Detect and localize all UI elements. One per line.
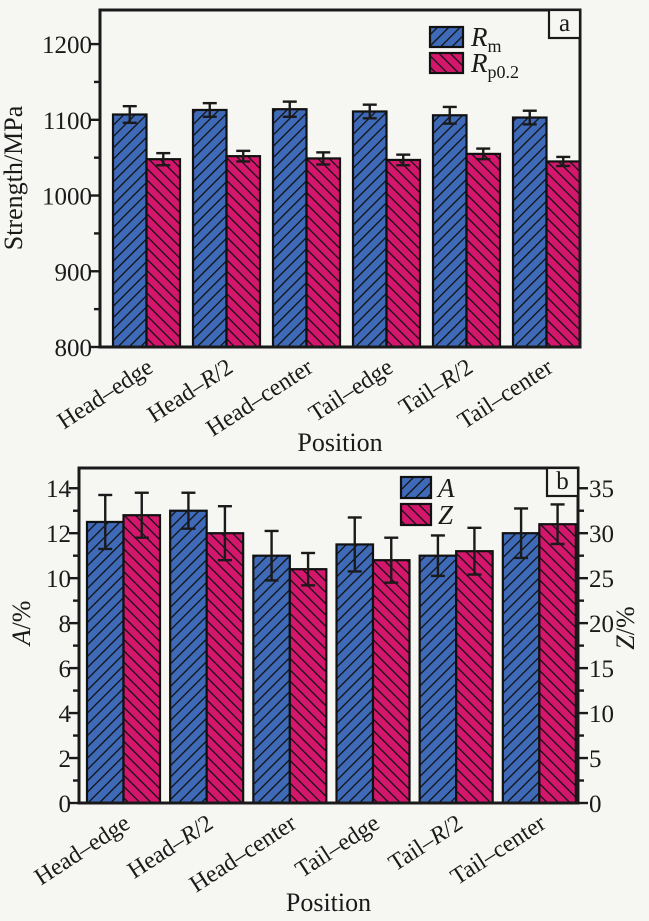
y-tick-label-left: 900 — [55, 259, 93, 286]
error-bar — [396, 153, 411, 167]
y-tick-label-left: 10 — [46, 566, 71, 593]
y-tick-label-left: 6 — [59, 656, 72, 683]
bar-a-3 — [335, 543, 375, 805]
plot-frame — [77, 466, 580, 805]
error-bar — [217, 505, 232, 562]
y-tick-label-right: 10 — [589, 701, 614, 728]
legend-label: Z — [438, 500, 454, 530]
bar-a-1 — [169, 509, 208, 805]
y-tick-label-right: 35 — [589, 476, 614, 503]
panel-a-strength-chart: 800900100011001200Head–edgeHead–R/2Head–… — [0, 8, 582, 457]
y-axis-title-right: Z/% — [611, 606, 640, 649]
error-bar — [301, 551, 316, 587]
bar-rm-2 — [271, 108, 308, 349]
error-bar — [347, 516, 362, 573]
y-tick-label-right: 15 — [589, 656, 614, 683]
bar-a-5 — [501, 532, 541, 805]
y-tick-label-left: 2 — [59, 746, 72, 773]
bar-rp02-0 — [145, 158, 182, 349]
bar-rm-0 — [111, 113, 148, 349]
panel-letter: a — [559, 10, 570, 37]
error-bar — [514, 507, 529, 560]
bar-z-4 — [455, 550, 494, 805]
bar-rp02-2 — [305, 157, 342, 349]
bar-a-0 — [85, 520, 125, 805]
error-bar — [442, 105, 457, 125]
y-tick-label-right: 25 — [589, 566, 614, 593]
bar-a-2 — [252, 554, 291, 805]
x-axis-title: Position — [297, 428, 382, 457]
category-label: Head–edge — [53, 354, 158, 435]
panel-letter: b — [556, 468, 569, 495]
y-tick-label-left: 1000 — [42, 184, 92, 211]
error-bar — [467, 526, 482, 576]
error-bar — [202, 101, 217, 118]
error-bar — [236, 149, 251, 163]
y-axis-title-left: Strength/MPa — [0, 105, 28, 250]
error-bar — [316, 151, 331, 166]
category-label: Head–edge — [30, 810, 135, 891]
y-tick-label-right: 0 — [589, 791, 602, 818]
error-bar — [282, 100, 297, 118]
bar-z-0 — [122, 514, 162, 805]
bar-rp02-4 — [465, 152, 502, 349]
bar-rm-5 — [511, 116, 548, 349]
plot-frame — [98, 8, 582, 349]
category-label: Tail–edge — [305, 354, 398, 427]
legend-label: Rp0.2 — [470, 48, 519, 82]
bar-rp02-1 — [225, 155, 262, 349]
y-tick-label-right: 5 — [589, 746, 602, 773]
y-tick-label-left: 1100 — [43, 108, 92, 135]
y-tick-label-left: 8 — [59, 611, 72, 638]
error-bar — [430, 534, 445, 578]
error-bar — [134, 491, 149, 539]
bar-z-5 — [538, 523, 577, 805]
y-axis-ticks-right — [578, 487, 588, 805]
y-tick-label-left: 0 — [59, 791, 72, 818]
panel-letter-box — [545, 466, 580, 498]
error-bar — [98, 493, 113, 551]
y-axis-ticks-left — [69, 487, 79, 805]
bar-rm-1 — [191, 108, 228, 349]
error-bar — [384, 536, 399, 584]
y-tick-label-right: 30 — [589, 521, 614, 548]
legend-label: A — [436, 473, 455, 503]
y-tick-label-left: 800 — [55, 335, 93, 362]
bar-rp02-3 — [385, 158, 422, 349]
panel-letter-box — [547, 8, 582, 40]
legend-swatch — [428, 51, 465, 75]
error-bar — [156, 151, 171, 167]
x-axis-title: Position — [286, 888, 371, 917]
error-bar — [476, 147, 491, 161]
error-bar — [556, 155, 571, 168]
y-tick-label-left: 12 — [46, 521, 71, 548]
legend-swatch — [399, 502, 433, 527]
category-label: Tail–center — [446, 810, 550, 890]
error-bar — [362, 103, 377, 120]
legend-swatch — [428, 25, 465, 49]
bar-rm-4 — [431, 114, 468, 349]
bar-z-3 — [371, 559, 411, 805]
bar-rp02-5 — [545, 160, 582, 349]
bar-a-4 — [418, 554, 458, 805]
panel-b-elongation-chart: 0246810121405101520253035Head–edgeHead–R… — [7, 466, 640, 917]
y-tick-label-left: 1200 — [42, 32, 92, 59]
category-label: Tail–edge — [291, 810, 384, 883]
y-axis-ticks-left — [90, 42, 100, 349]
bar-z-1 — [205, 532, 245, 805]
y-axis-title-left: A/% — [7, 601, 36, 648]
error-bar — [122, 104, 137, 125]
bar-z-2 — [288, 568, 328, 805]
error-bar — [264, 529, 279, 582]
y-tick-label-right: 20 — [589, 611, 614, 638]
legend-label: Rm — [470, 22, 502, 56]
error-bar — [181, 491, 196, 530]
y-tick-label-left: 14 — [46, 476, 72, 503]
bar-rm-3 — [351, 110, 388, 349]
error-bar — [522, 109, 537, 126]
error-bar — [550, 503, 565, 546]
legend-swatch — [399, 475, 433, 500]
y-tick-label-left: 4 — [59, 701, 72, 728]
